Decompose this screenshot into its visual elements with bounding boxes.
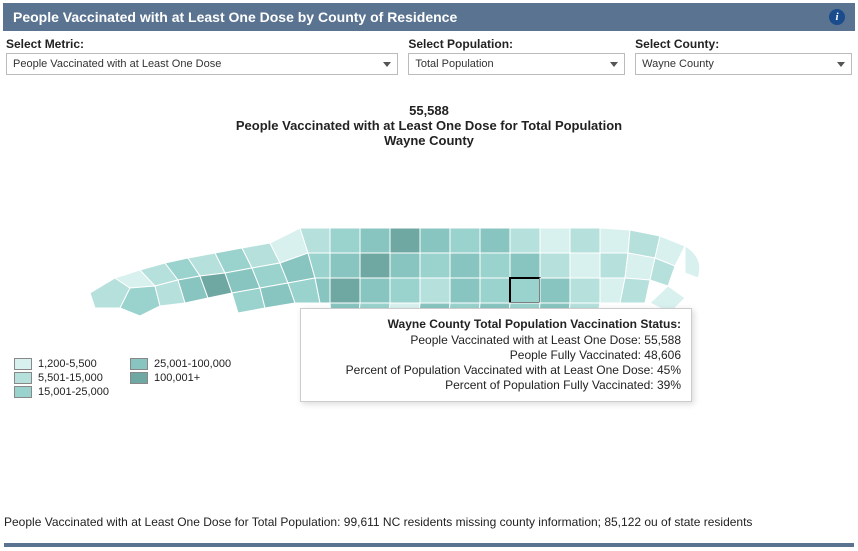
legend-label: 1,200-5,500 <box>38 358 97 370</box>
summary-line2: Wayne County <box>0 133 858 148</box>
legend-item: 25,001-100,000 <box>130 358 231 370</box>
county-group: Select County: Wayne County <box>635 37 852 75</box>
legend-label: 5,501-15,000 <box>38 372 103 384</box>
caret-down-icon <box>837 62 845 67</box>
footnote: People Vaccinated with at Least One Dose… <box>4 515 754 531</box>
header-bar: People Vaccinated with at Least One Dose… <box>3 3 855 31</box>
population-value: Total Population <box>415 58 493 70</box>
county-select[interactable]: Wayne County <box>635 53 852 75</box>
metric-select[interactable]: People Vaccinated with at Least One Dose <box>6 53 398 75</box>
caret-down-icon <box>383 62 391 67</box>
metric-group: Select Metric: People Vaccinated with at… <box>6 37 398 75</box>
summary-line1: People Vaccinated with at Least One Dose… <box>0 118 858 133</box>
map-area: 1,200-5,500 5,501-15,000 15,001-25,000 2… <box>0 188 858 448</box>
summary-count: 55,588 <box>0 103 858 118</box>
tooltip-row: People Fully Vaccinated: 48,606 <box>311 348 681 362</box>
tooltip-row: People Vaccinated with at Least One Dose… <box>311 333 681 347</box>
legend-swatch <box>130 372 148 384</box>
tooltip-title: Wayne County Total Population Vaccinatio… <box>311 317 681 331</box>
tooltip-row: Percent of Population Fully Vaccinated: … <box>311 378 681 392</box>
header-title: People Vaccinated with at Least One Dose… <box>13 9 457 25</box>
legend-swatch <box>14 386 32 398</box>
legend: 1,200-5,500 5,501-15,000 15,001-25,000 2… <box>14 358 249 400</box>
legend-label: 25,001-100,000 <box>154 358 231 370</box>
legend-label: 100,001+ <box>154 372 200 384</box>
bottom-rule <box>4 543 854 547</box>
selector-row: Select Metric: People Vaccinated with at… <box>0 31 858 75</box>
population-label: Select Population: <box>408 37 625 51</box>
metric-label: Select Metric: <box>6 37 398 51</box>
info-icon[interactable]: i <box>829 9 845 25</box>
summary-block: 55,588 People Vaccinated with at Least O… <box>0 103 858 148</box>
population-select[interactable]: Total Population <box>408 53 625 75</box>
legend-swatch <box>130 358 148 370</box>
legend-item: 100,001+ <box>130 372 231 384</box>
tooltip-row: Percent of Population Vaccinated with at… <box>311 363 681 377</box>
population-group: Select Population: Total Population <box>408 37 625 75</box>
county-label: Select County: <box>635 37 852 51</box>
metric-value: People Vaccinated with at Least One Dose <box>13 58 221 70</box>
legend-label: 15,001-25,000 <box>38 386 109 398</box>
map-tooltip: Wayne County Total Population Vaccinatio… <box>300 308 692 402</box>
legend-swatch <box>14 372 32 384</box>
legend-item: 1,200-5,500 <box>14 358 109 370</box>
legend-item: 5,501-15,000 <box>14 372 109 384</box>
county-value: Wayne County <box>642 58 714 70</box>
legend-swatch <box>14 358 32 370</box>
caret-down-icon <box>610 62 618 67</box>
legend-item: 15,001-25,000 <box>14 386 109 398</box>
